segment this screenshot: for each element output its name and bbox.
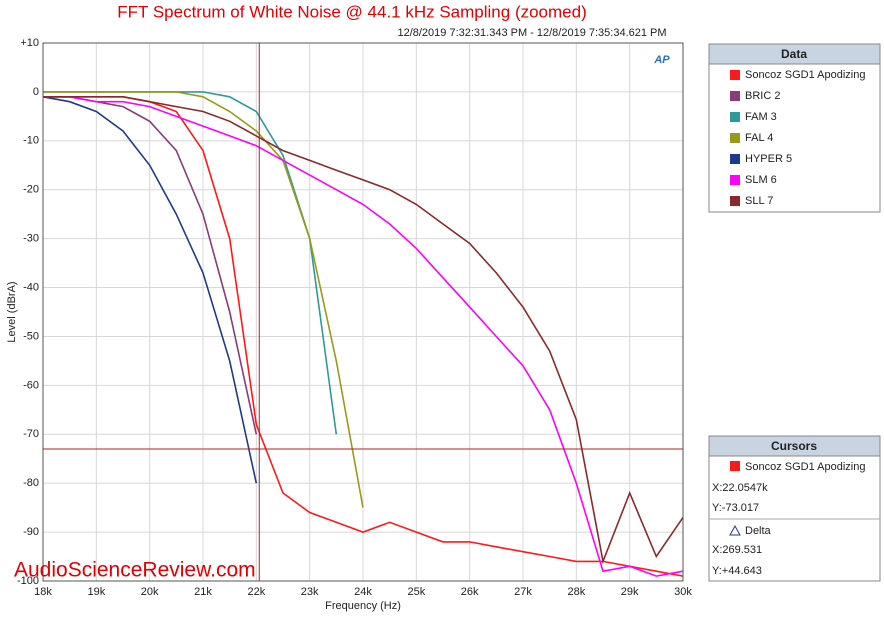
legend-label: FAL 4 bbox=[745, 132, 773, 144]
legend-label: SLM 6 bbox=[745, 174, 777, 186]
legend-swatch bbox=[730, 154, 740, 164]
y-tick-label: -30 bbox=[23, 233, 39, 245]
x-tick-label: 22k bbox=[247, 586, 265, 598]
cursor-header bbox=[708, 435, 881, 457]
y-tick-label: -80 bbox=[23, 477, 39, 489]
plot-border bbox=[42, 42, 684, 582]
legend-title: Data bbox=[781, 47, 807, 61]
delta-y: Y:+44.643 bbox=[712, 565, 762, 577]
legend-label: FAM 3 bbox=[745, 111, 777, 123]
series-line bbox=[43, 96, 684, 565]
legend-swatch bbox=[730, 112, 740, 122]
x-tick-label: 23k bbox=[301, 586, 319, 598]
cursor-title: Cursors bbox=[771, 439, 817, 453]
cursor-y: Y:-73.017 bbox=[712, 502, 759, 514]
legend-label: HYPER 5 bbox=[745, 153, 792, 165]
cursor-panel bbox=[708, 435, 881, 582]
x-tick-label: 27k bbox=[514, 586, 532, 598]
legend-swatch bbox=[730, 70, 740, 80]
legend-label: BRIC 2 bbox=[745, 90, 780, 102]
cursor-series: Soncoz SGD1 Apodizing bbox=[745, 461, 865, 473]
logo: AP bbox=[653, 54, 670, 66]
y-tick-label: -50 bbox=[23, 330, 39, 342]
delta-icon bbox=[729, 524, 741, 536]
delta-x: X:269.531 bbox=[712, 544, 762, 556]
series-line bbox=[43, 91, 364, 508]
y-tick-label: -20 bbox=[23, 184, 39, 196]
y-tick-label: -60 bbox=[23, 379, 39, 391]
x-tick-label: 24k bbox=[354, 586, 372, 598]
x-tick-label: 19k bbox=[87, 586, 105, 598]
y-tick-label: -40 bbox=[23, 281, 39, 293]
y-tick-label: -70 bbox=[23, 428, 39, 440]
legend-swatch bbox=[730, 91, 740, 101]
x-tick-label: 18k bbox=[34, 586, 52, 598]
legend-label: Soncoz SGD1 Apodizing bbox=[745, 69, 865, 81]
x-tick-label: 29k bbox=[621, 586, 639, 598]
y-tick-label: 0 bbox=[33, 86, 39, 98]
cursor-x: X:22.0547k bbox=[712, 482, 768, 494]
chart-subtitle: 12/8/2019 7:32:31.343 PM - 12/8/2019 7:3… bbox=[397, 27, 666, 39]
y-tick-label: +10 bbox=[20, 37, 39, 49]
legend-header bbox=[708, 43, 881, 65]
legend-swatch bbox=[730, 133, 740, 143]
x-tick-label: 30k bbox=[674, 586, 692, 598]
x-tick-label: 26k bbox=[461, 586, 479, 598]
delta-title: Delta bbox=[745, 525, 772, 537]
legend-swatch bbox=[730, 175, 740, 185]
legend-swatch bbox=[730, 196, 740, 206]
x-tick-label: 21k bbox=[194, 586, 212, 598]
y-tick-label: -10 bbox=[23, 135, 39, 147]
chart-title: FFT Spectrum of White Noise @ 44.1 kHz S… bbox=[117, 2, 587, 21]
cursor-swatch bbox=[730, 461, 740, 471]
series-line bbox=[43, 96, 684, 577]
x-tick-label: 28k bbox=[567, 586, 585, 598]
x-axis-label: Frequency (Hz) bbox=[325, 600, 401, 612]
y-tick-label: -100 bbox=[17, 575, 39, 587]
watermark: AudioScienceReview.com bbox=[14, 559, 256, 582]
x-tick-label: 25k bbox=[407, 586, 425, 598]
legend-label: SLL 7 bbox=[745, 195, 773, 207]
x-tick-label: 20k bbox=[141, 586, 159, 598]
series-line bbox=[42, 96, 258, 484]
y-tick-label: -90 bbox=[23, 526, 39, 538]
y-axis-label: Level (dBrA) bbox=[6, 281, 18, 342]
